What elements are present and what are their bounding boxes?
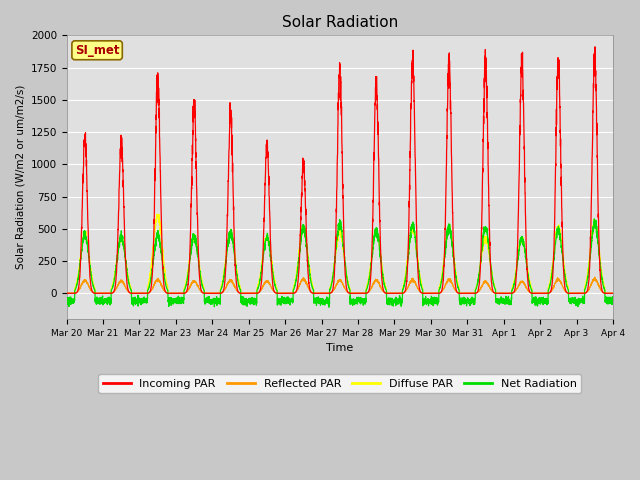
Text: SI_met: SI_met: [75, 44, 119, 57]
X-axis label: Time: Time: [326, 343, 353, 353]
Title: Solar Radiation: Solar Radiation: [282, 15, 398, 30]
Legend: Incoming PAR, Reflected PAR, Diffuse PAR, Net Radiation: Incoming PAR, Reflected PAR, Diffuse PAR…: [99, 374, 581, 393]
Y-axis label: Solar Radiation (W/m2 or um/m2/s): Solar Radiation (W/m2 or um/m2/s): [15, 85, 25, 269]
